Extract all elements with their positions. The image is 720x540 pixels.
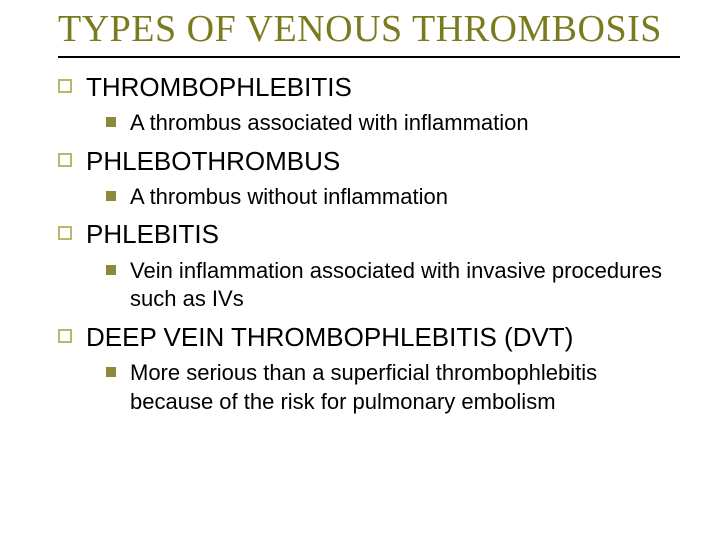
square-outline-icon [58, 79, 72, 93]
list-item: THROMBOPHLEBITIS [58, 72, 680, 103]
list-subitem: A thrombus without inflammation [106, 183, 680, 212]
square-outline-icon [58, 153, 72, 167]
item-label: DEEP VEIN THROMBOPHLEBITIS (DVT) [86, 322, 573, 353]
square-fill-icon [106, 191, 116, 201]
square-outline-icon [58, 329, 72, 343]
square-fill-icon [106, 367, 116, 377]
square-fill-icon [106, 265, 116, 275]
subitem-label: A thrombus associated with inflammation [130, 109, 529, 138]
list-item: PHLEBOTHROMBUS [58, 146, 680, 177]
list-item: DEEP VEIN THROMBOPHLEBITIS (DVT) [58, 322, 680, 353]
square-outline-icon [58, 226, 72, 240]
title-rule [58, 56, 680, 58]
list-subitem: A thrombus associated with inflammation [106, 109, 680, 138]
square-fill-icon [106, 117, 116, 127]
item-label: PHLEBITIS [86, 219, 219, 250]
list-item: PHLEBITIS [58, 219, 680, 250]
subitem-label: A thrombus without inflammation [130, 183, 448, 212]
slide-title: TYPES OF VENOUS THROMBOSIS [58, 10, 680, 50]
list-subitem: Vein inflammation associated with invasi… [106, 257, 680, 314]
slide: TYPES OF VENOUS THROMBOSIS THROMBOPHLEBI… [0, 0, 720, 540]
content-list: THROMBOPHLEBITIS A thrombus associated w… [58, 72, 680, 416]
item-label: PHLEBOTHROMBUS [86, 146, 340, 177]
subitem-label: Vein inflammation associated with invasi… [130, 257, 680, 314]
subitem-label: More serious than a superficial thrombop… [130, 359, 680, 416]
list-subitem: More serious than a superficial thrombop… [106, 359, 680, 416]
item-label: THROMBOPHLEBITIS [86, 72, 352, 103]
